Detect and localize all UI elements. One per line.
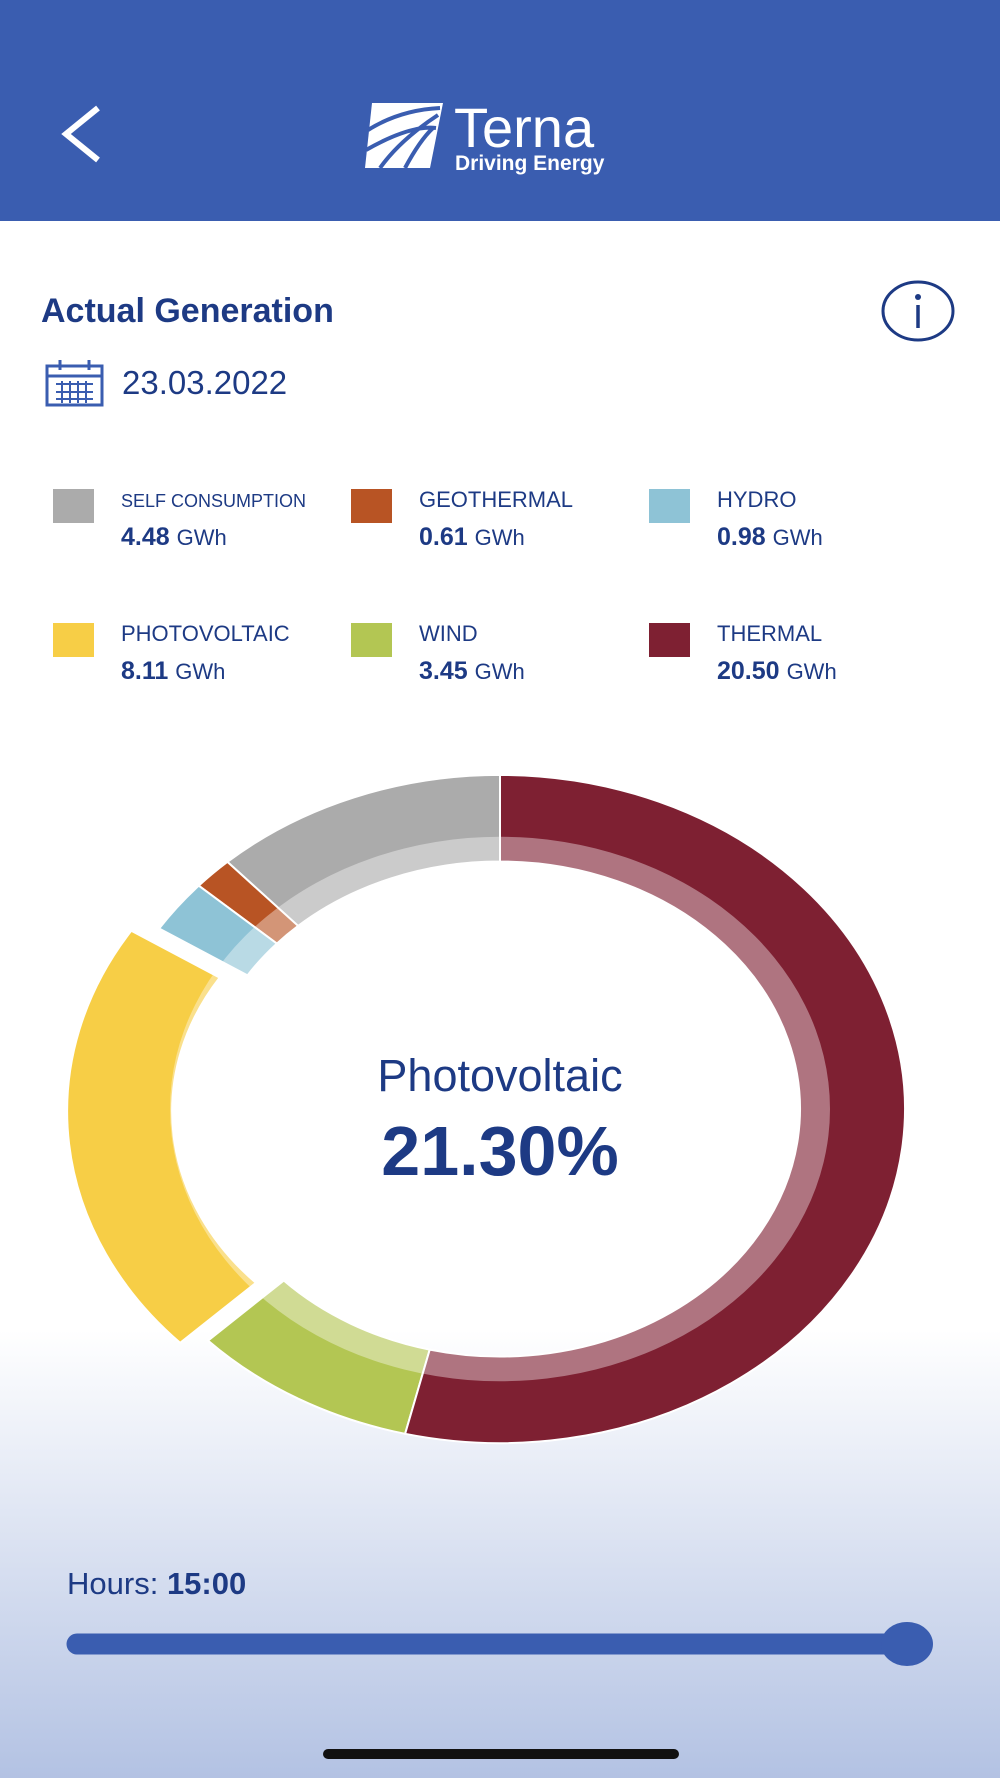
logo-name: Terna: [454, 96, 595, 159]
date[interactable]: 23.03.2022: [122, 364, 287, 401]
header-bar: [0, 0, 1000, 221]
value-label: 3.45: [419, 657, 468, 685]
value-label: 20.50: [717, 657, 780, 685]
legend-swatch: [53, 489, 94, 523]
legend-value: 0.61 GWh: [419, 523, 525, 551]
legend-name: SELF CONSUMPTION: [121, 491, 306, 511]
slider-label: Hours: 15:00: [67, 1566, 246, 1601]
calendar-icon[interactable]: [45, 360, 104, 407]
unit: GWh: [475, 659, 525, 684]
legend-swatch: [649, 623, 690, 657]
donut-chart: [66, 773, 906, 1445]
unit: GWh: [177, 525, 227, 550]
back-button[interactable]: [61, 105, 100, 163]
title: Actual Generation: [41, 292, 334, 330]
logo-icon: [365, 103, 443, 170]
slider-label-text: Hours:: [67, 1566, 158, 1601]
legend-swatch: [649, 489, 690, 523]
legend-name: THERMAL: [717, 621, 822, 646]
center-value: 21.30%: [381, 1112, 618, 1190]
legend-value: 4.48 GWh: [121, 523, 227, 551]
unit: GWh: [773, 525, 823, 550]
legend-name: WIND: [419, 621, 478, 646]
logo-tagline: Driving Energy: [455, 152, 605, 175]
info-button[interactable]: [881, 280, 955, 342]
legend-name: HYDRO: [717, 487, 796, 512]
legend-name: GEOTHERMAL: [419, 487, 573, 512]
legend-value: 20.50 GWh: [717, 657, 837, 685]
legend-swatch: [351, 623, 392, 657]
legend-value: 0.98 GWh: [717, 523, 823, 551]
legend-value: 3.45 GWh: [419, 657, 525, 685]
donut-slice: [403, 773, 906, 1445]
donut-slice: [157, 884, 279, 977]
value-label: 8.11: [121, 657, 168, 685]
unit: GWh: [475, 525, 525, 550]
legend-swatch: [53, 623, 94, 657]
value-label: 0.98: [717, 523, 766, 551]
value-label: 0.61: [419, 523, 468, 551]
center-label: Photovoltaic: [377, 1050, 622, 1101]
legend-value: 8.11 GWh: [121, 657, 225, 685]
home-indicator: [323, 1749, 679, 1759]
slider-knob[interactable]: [881, 1622, 933, 1666]
legend-swatch: [351, 489, 392, 523]
legend-name: PHOTOVOLTAIC: [121, 621, 290, 646]
donut-slice: [66, 929, 258, 1345]
slider-value: 15:00: [167, 1566, 246, 1601]
value-label: 4.48: [121, 523, 170, 551]
unit: GWh: [175, 659, 225, 684]
unit: GWh: [787, 659, 837, 684]
